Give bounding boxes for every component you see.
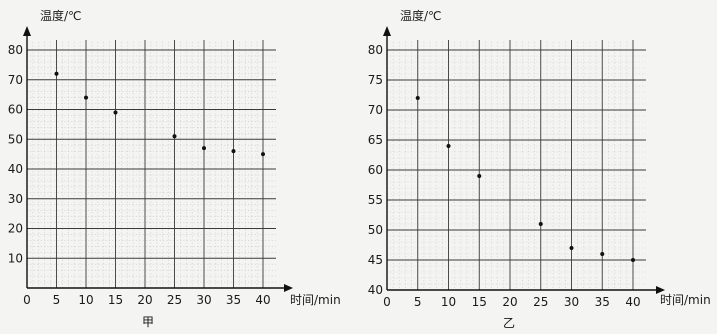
- y-axis-arrow: [383, 26, 391, 36]
- minor-grid: [27, 42, 276, 288]
- y-tick-label: 75: [368, 73, 383, 87]
- x-axis-arrow: [656, 286, 665, 294]
- x-axis-label: 时间/min: [290, 293, 341, 307]
- y-tick-label: 55: [368, 193, 383, 207]
- x-tick-label: 30: [196, 293, 211, 307]
- data-point: [600, 252, 605, 256]
- x-tick-label: 0: [383, 295, 391, 309]
- data-point: [231, 149, 236, 154]
- y-axis-arrow: [23, 26, 31, 36]
- x-axis-label: 时间/min: [660, 293, 711, 307]
- x-tick-label: 10: [78, 293, 93, 307]
- y-tick-label: 80: [8, 43, 23, 57]
- data-point: [113, 110, 118, 115]
- x-tick-label: 25: [533, 295, 548, 309]
- y-tick-label: 65: [368, 133, 383, 147]
- x-tick-label: 10: [441, 295, 456, 309]
- data-point: [202, 146, 206, 151]
- y-tick-label: 80: [368, 43, 383, 57]
- data-point: [569, 246, 574, 250]
- data-point: [415, 96, 420, 100]
- minor-grid: [387, 42, 646, 290]
- x-tick-label: 40: [625, 295, 640, 309]
- major-grid: [27, 40, 276, 288]
- x-tick-label: 0: [23, 293, 31, 307]
- data-point: [261, 152, 265, 157]
- y-tick-label: 40: [8, 162, 23, 176]
- y-tick-label: 30: [8, 192, 23, 206]
- y-tick-label: 10: [8, 251, 23, 265]
- x-tick-label: 20: [137, 293, 152, 307]
- data-point: [538, 222, 543, 226]
- x-tick-label: 40: [255, 293, 270, 307]
- y-tick-label: 70: [8, 73, 23, 87]
- x-tick-label: 15: [472, 295, 487, 309]
- x-tick-label: 25: [167, 293, 182, 307]
- y-tick-label: 50: [368, 223, 383, 237]
- data-point: [172, 134, 177, 139]
- chart-panel-jia: 温度/℃ 时间/min 甲 0 5 10 15 20 25 30 35 40 10 20 30 40 50…: [8, 8, 341, 329]
- x-tick-label: 35: [595, 295, 610, 309]
- data-point: [477, 174, 482, 178]
- data-point: [446, 144, 451, 148]
- x-tick-label: 35: [226, 293, 241, 307]
- x-axis-arrow: [284, 284, 293, 292]
- data-point: [84, 95, 88, 100]
- data-point: [631, 258, 635, 262]
- y-axis-label: 温度/℃: [40, 8, 82, 23]
- panel-label: 乙: [503, 316, 515, 330]
- y-tick-label: 20: [8, 222, 23, 236]
- y-tick-label: 60: [8, 103, 23, 117]
- x-tick-label: 5: [53, 293, 61, 307]
- panel-label: 甲: [142, 315, 154, 329]
- y-tick-label: 45: [368, 253, 383, 267]
- x-tick-label: 5: [414, 295, 422, 309]
- y-axis-label: 温度/℃: [400, 8, 442, 23]
- y-tick-label: 70: [368, 103, 383, 117]
- y-tick-label: 40: [368, 283, 383, 297]
- y-tick-label: 50: [8, 132, 23, 146]
- major-grid: [387, 40, 646, 290]
- chart-panel-yi: 温度/℃ 时间/min 乙 0 5 10 15 20 25 30 35 40 40 45 50 55 60…: [368, 8, 711, 330]
- x-tick-label: 20: [502, 295, 517, 309]
- y-tick-label: 60: [368, 163, 383, 177]
- x-tick-label: 15: [108, 293, 123, 307]
- data-point: [54, 71, 59, 76]
- x-tick-label: 30: [564, 295, 579, 309]
